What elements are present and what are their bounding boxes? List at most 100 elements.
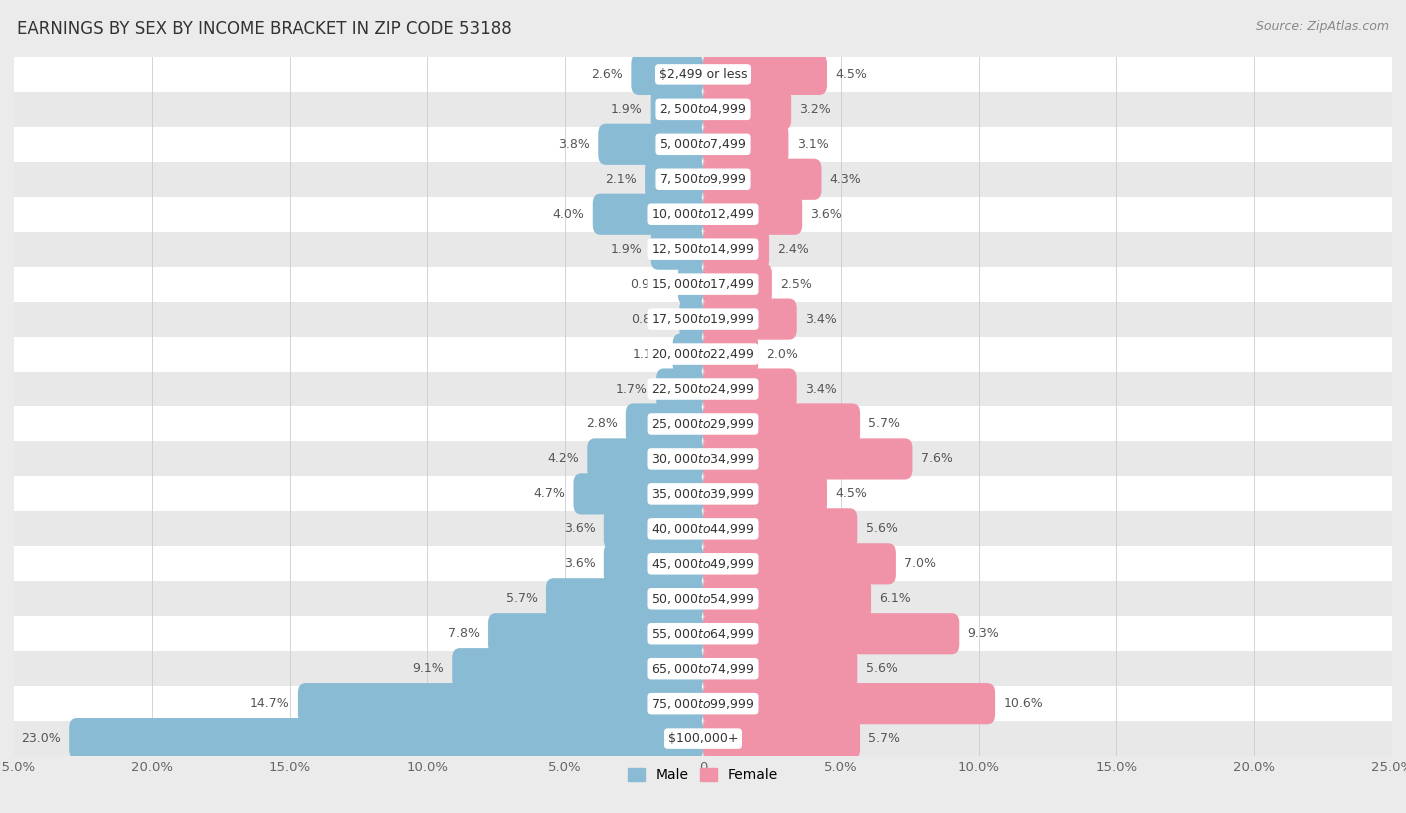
- FancyBboxPatch shape: [599, 124, 703, 165]
- Text: 3.6%: 3.6%: [810, 208, 842, 220]
- Bar: [14, 267, 1392, 302]
- Text: 3.4%: 3.4%: [806, 313, 837, 325]
- FancyBboxPatch shape: [678, 263, 703, 305]
- Text: Source: ZipAtlas.com: Source: ZipAtlas.com: [1256, 20, 1389, 33]
- Text: 4.5%: 4.5%: [835, 488, 868, 500]
- FancyBboxPatch shape: [703, 228, 769, 270]
- Text: 1.1%: 1.1%: [633, 348, 665, 360]
- Text: 0.86%: 0.86%: [631, 313, 671, 325]
- FancyBboxPatch shape: [703, 368, 797, 410]
- FancyBboxPatch shape: [703, 508, 858, 550]
- Bar: [14, 476, 1392, 511]
- Text: 7.8%: 7.8%: [447, 628, 479, 640]
- Bar: [14, 337, 1392, 372]
- Legend: Male, Female: Male, Female: [623, 763, 783, 788]
- Text: 3.2%: 3.2%: [800, 103, 831, 115]
- Text: $15,000 to $17,499: $15,000 to $17,499: [651, 277, 755, 291]
- Text: $30,000 to $34,999: $30,000 to $34,999: [651, 452, 755, 466]
- Bar: [14, 127, 1392, 162]
- Text: 7.0%: 7.0%: [904, 558, 936, 570]
- FancyBboxPatch shape: [703, 438, 912, 480]
- Text: 5.6%: 5.6%: [866, 523, 897, 535]
- Text: 6.1%: 6.1%: [879, 593, 911, 605]
- Text: 4.5%: 4.5%: [835, 68, 868, 80]
- Bar: [14, 441, 1392, 476]
- Text: $50,000 to $54,999: $50,000 to $54,999: [651, 592, 755, 606]
- Text: 2.6%: 2.6%: [592, 68, 623, 80]
- FancyBboxPatch shape: [703, 89, 792, 130]
- Bar: [14, 616, 1392, 651]
- Text: 2.5%: 2.5%: [780, 278, 813, 290]
- Text: $2,500 to $4,999: $2,500 to $4,999: [659, 102, 747, 116]
- FancyBboxPatch shape: [703, 543, 896, 585]
- FancyBboxPatch shape: [453, 648, 703, 689]
- Text: 5.7%: 5.7%: [506, 593, 537, 605]
- Text: 4.2%: 4.2%: [547, 453, 579, 465]
- Text: 1.9%: 1.9%: [610, 103, 643, 115]
- Text: 3.8%: 3.8%: [558, 138, 591, 150]
- FancyBboxPatch shape: [703, 613, 959, 654]
- Text: $5,000 to $7,499: $5,000 to $7,499: [659, 137, 747, 151]
- Text: 2.1%: 2.1%: [605, 173, 637, 185]
- FancyBboxPatch shape: [657, 368, 703, 410]
- Bar: [14, 302, 1392, 337]
- Text: 9.1%: 9.1%: [412, 663, 444, 675]
- FancyBboxPatch shape: [298, 683, 703, 724]
- Text: $35,000 to $39,999: $35,000 to $39,999: [651, 487, 755, 501]
- Text: 5.7%: 5.7%: [869, 418, 900, 430]
- FancyBboxPatch shape: [603, 508, 703, 550]
- Text: $20,000 to $22,499: $20,000 to $22,499: [651, 347, 755, 361]
- FancyBboxPatch shape: [645, 159, 703, 200]
- FancyBboxPatch shape: [651, 89, 703, 130]
- Text: $12,500 to $14,999: $12,500 to $14,999: [651, 242, 755, 256]
- FancyBboxPatch shape: [703, 193, 803, 235]
- FancyBboxPatch shape: [593, 193, 703, 235]
- Text: EARNINGS BY SEX BY INCOME BRACKET IN ZIP CODE 53188: EARNINGS BY SEX BY INCOME BRACKET IN ZIP…: [17, 20, 512, 38]
- Text: $45,000 to $49,999: $45,000 to $49,999: [651, 557, 755, 571]
- Text: 5.6%: 5.6%: [866, 663, 897, 675]
- FancyBboxPatch shape: [703, 648, 858, 689]
- Bar: [14, 686, 1392, 721]
- FancyBboxPatch shape: [703, 403, 860, 445]
- Bar: [14, 406, 1392, 441]
- Bar: [14, 511, 1392, 546]
- Text: $100,000+: $100,000+: [668, 733, 738, 745]
- Text: 3.1%: 3.1%: [797, 138, 828, 150]
- FancyBboxPatch shape: [626, 403, 703, 445]
- Text: 10.6%: 10.6%: [1004, 698, 1043, 710]
- Text: 7.6%: 7.6%: [921, 453, 953, 465]
- FancyBboxPatch shape: [703, 263, 772, 305]
- FancyBboxPatch shape: [703, 298, 797, 340]
- Text: $25,000 to $29,999: $25,000 to $29,999: [651, 417, 755, 431]
- Text: $22,500 to $24,999: $22,500 to $24,999: [651, 382, 755, 396]
- Text: 3.6%: 3.6%: [564, 523, 596, 535]
- Text: 14.7%: 14.7%: [250, 698, 290, 710]
- Text: $40,000 to $44,999: $40,000 to $44,999: [651, 522, 755, 536]
- Bar: [14, 721, 1392, 756]
- Text: 4.7%: 4.7%: [533, 488, 565, 500]
- Text: 3.4%: 3.4%: [806, 383, 837, 395]
- Text: $75,000 to $99,999: $75,000 to $99,999: [651, 697, 755, 711]
- Text: $2,499 or less: $2,499 or less: [659, 68, 747, 80]
- Text: 23.0%: 23.0%: [21, 733, 60, 745]
- Text: 9.3%: 9.3%: [967, 628, 1000, 640]
- Bar: [14, 581, 1392, 616]
- FancyBboxPatch shape: [603, 543, 703, 585]
- FancyBboxPatch shape: [588, 438, 703, 480]
- Text: 4.0%: 4.0%: [553, 208, 585, 220]
- FancyBboxPatch shape: [651, 228, 703, 270]
- Text: $7,500 to $9,999: $7,500 to $9,999: [659, 172, 747, 186]
- FancyBboxPatch shape: [69, 718, 703, 759]
- Text: 2.4%: 2.4%: [778, 243, 810, 255]
- FancyBboxPatch shape: [703, 54, 827, 95]
- FancyBboxPatch shape: [703, 683, 995, 724]
- Bar: [14, 57, 1392, 92]
- FancyBboxPatch shape: [488, 613, 703, 654]
- Text: $17,500 to $19,999: $17,500 to $19,999: [651, 312, 755, 326]
- FancyBboxPatch shape: [672, 333, 703, 375]
- Text: 4.3%: 4.3%: [830, 173, 862, 185]
- Bar: [14, 162, 1392, 197]
- Text: 2.0%: 2.0%: [766, 348, 799, 360]
- Text: 1.7%: 1.7%: [616, 383, 648, 395]
- FancyBboxPatch shape: [703, 473, 827, 515]
